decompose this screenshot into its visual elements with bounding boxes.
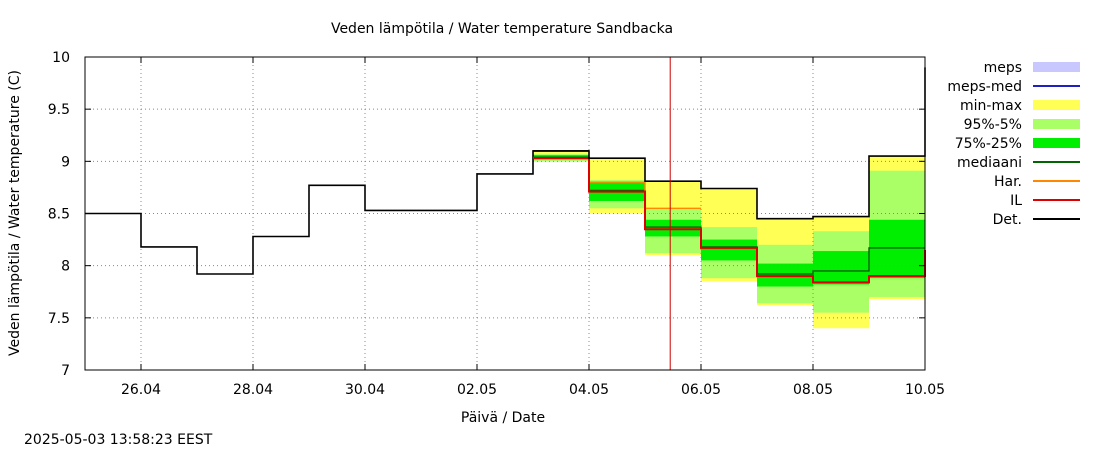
legend-label-1: meps-med xyxy=(947,79,1022,95)
legend-swatch-3 xyxy=(1033,119,1080,129)
chart-title: Veden lämpötila / Water temperature Sand… xyxy=(331,21,673,37)
x-tick-label-3: 02.05 xyxy=(457,382,497,398)
y-tick-label-6: 7 xyxy=(61,363,70,379)
legend-label-7: IL xyxy=(1010,193,1022,209)
x-tick-label-2: 30.04 xyxy=(345,382,385,398)
legend-label-6: Har. xyxy=(994,174,1022,190)
x-tick-label-1: 28.04 xyxy=(233,382,273,398)
x-tick-label-0: 26.04 xyxy=(121,382,161,398)
observed-line xyxy=(85,150,589,275)
series-il-line xyxy=(533,157,926,284)
y-tick-label-0: 10 xyxy=(52,50,70,66)
y-axis-label: Veden lämpötila / Water temperature (C) xyxy=(7,70,23,356)
legend-label-3: 95%-5% xyxy=(964,117,1022,133)
band-2-segment-4 xyxy=(757,263,813,287)
axis-ticks: 26.04 28.04 30.04 02.05 04.05 06.05 08.05 10.05… xyxy=(48,50,945,398)
band-2-segment-3 xyxy=(701,239,757,261)
forecast-bands xyxy=(533,150,925,329)
band-2-segment-2 xyxy=(645,219,701,237)
timestamp: 2025-05-03 13:58:23 EEST xyxy=(24,432,213,448)
legend-label-0: meps xyxy=(984,60,1022,76)
y-tick-label-4: 8 xyxy=(61,259,70,275)
band-2-segment-5 xyxy=(813,251,869,285)
grid-lines xyxy=(85,57,925,370)
legend-label-2: min-max xyxy=(960,98,1022,114)
legend: meps meps-med min-max 95%-5% 75%-25% mediaani… xyxy=(947,60,1080,228)
legend-label-8: Det. xyxy=(993,212,1022,228)
y-tick-label-2: 9 xyxy=(61,154,70,170)
band-2-segment-6 xyxy=(869,219,925,279)
legend-swatch-0 xyxy=(1033,62,1080,72)
y-tick-label-3: 8.5 xyxy=(48,207,70,223)
legend-label-5: mediaani xyxy=(957,155,1022,171)
x-tick-label-5: 06.05 xyxy=(681,382,721,398)
legend-swatch-4 xyxy=(1033,138,1080,148)
x-tick-label-7: 10.05 xyxy=(905,382,945,398)
x-tick-label-4: 04.05 xyxy=(569,382,609,398)
x-axis-label: Päivä / Date xyxy=(461,410,545,426)
y-tick-label-1: 9.5 xyxy=(48,102,70,118)
y-tick-label-5: 7.5 xyxy=(48,311,70,327)
legend-label-4: 75%-25% xyxy=(955,136,1022,152)
series-lines xyxy=(85,67,926,284)
x-tick-label-6: 08.05 xyxy=(793,382,833,398)
series-det--line xyxy=(533,67,926,220)
legend-swatch-2 xyxy=(1033,100,1080,110)
